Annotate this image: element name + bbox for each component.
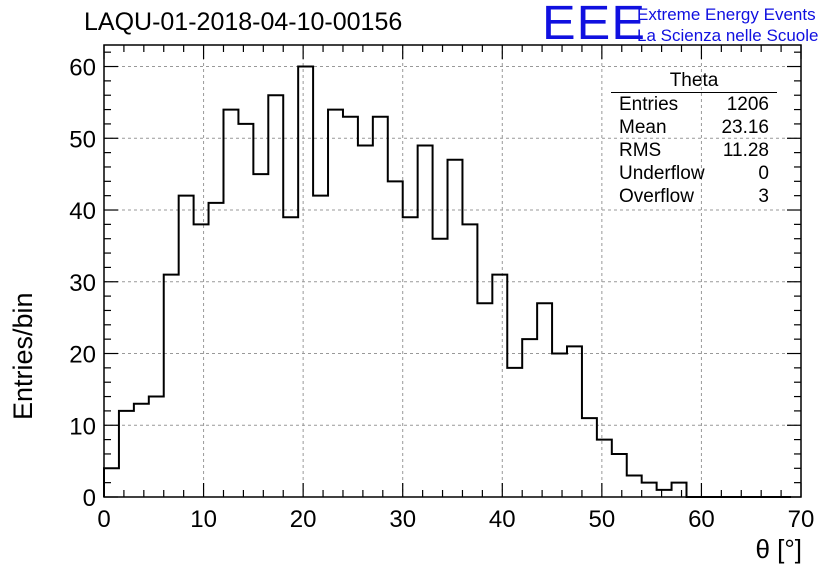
histogram-bin — [657, 490, 672, 497]
histogram-bin — [253, 174, 268, 497]
histogram-bin — [164, 275, 179, 497]
stats-label: Overflow — [619, 186, 694, 207]
x-tick-label: 40 — [489, 506, 516, 533]
stats-label: Underflow — [619, 163, 705, 184]
histogram-bin — [477, 303, 492, 497]
histogram-bin — [328, 110, 343, 497]
logo-line-1: Extreme Energy Events — [637, 5, 816, 24]
y-tick-label: 10 — [69, 413, 96, 440]
histogram-bin — [223, 110, 238, 497]
stats-value: 1206 — [726, 94, 769, 115]
histogram-bin — [492, 275, 507, 497]
histogram-bin — [298, 67, 313, 497]
histogram-bin — [642, 483, 657, 497]
histogram-bin — [149, 397, 164, 497]
y-tick-label: 30 — [69, 270, 96, 297]
histogram-bin — [283, 217, 298, 497]
y-tick-label: 20 — [69, 342, 96, 369]
histogram-bin — [403, 217, 418, 497]
histogram-bin — [343, 117, 358, 497]
x-tick-label: 10 — [190, 506, 217, 533]
stats-row-rms: RMS 11.28 — [611, 139, 777, 162]
x-tick-label: 70 — [788, 506, 815, 533]
histogram-bin — [627, 475, 642, 497]
y-tick-label: 0 — [83, 485, 96, 512]
stats-value: 0 — [758, 163, 769, 184]
histogram-bin — [597, 440, 612, 497]
histogram-bin — [552, 354, 567, 497]
histogram-bin — [373, 117, 388, 497]
x-axis-label: θ [°] — [755, 534, 802, 564]
histogram-bin — [209, 203, 224, 497]
histogram-bin — [134, 404, 149, 497]
stats-row-overflow: Overflow 3 — [611, 185, 777, 208]
histogram-bin — [418, 145, 433, 497]
chart-title: LAQU-01-2018-04-10-00156 — [84, 8, 403, 36]
histogram-bin — [462, 224, 477, 497]
histogram-bin — [567, 346, 582, 497]
histogram-bin — [522, 339, 537, 497]
x-tick-label: 60 — [688, 506, 715, 533]
histogram-bin — [537, 303, 552, 497]
stats-value: 23.16 — [721, 117, 769, 138]
stats-value: 3 — [758, 186, 769, 207]
stats-title: Theta — [611, 70, 777, 93]
histogram-bin — [179, 196, 194, 497]
stats-row-entries: Entries 1206 — [611, 93, 777, 116]
stats-label: Mean — [619, 117, 667, 138]
histogram-bin — [194, 224, 209, 497]
histogram-bin — [433, 239, 448, 497]
statistics-box: Theta Entries 1206 Mean 23.16 RMS 11.28 … — [611, 70, 777, 208]
histogram-bin — [268, 95, 283, 497]
x-tick-label: 20 — [290, 506, 317, 533]
stats-label: Entries — [619, 94, 679, 115]
eee-logo-mark: EEE — [542, 0, 646, 50]
stats-row-mean: Mean 23.16 — [611, 116, 777, 139]
histogram-bin — [612, 454, 627, 497]
histogram-bin — [388, 181, 403, 497]
histogram-bin — [358, 145, 373, 497]
histogram-bin — [672, 483, 687, 497]
stats-value: 11.28 — [722, 140, 769, 161]
eee-logo-text: Extreme Energy Events La Scienza nelle S… — [637, 4, 818, 46]
histogram-bin — [238, 124, 253, 497]
logo-line-2: La Scienza nelle Scuole — [637, 26, 819, 45]
histogram-bin — [313, 196, 328, 497]
y-tick-label: 50 — [69, 126, 96, 153]
histogram-bin — [582, 418, 597, 497]
histogram-bin — [119, 411, 134, 497]
y-axis-label: Entries/bin — [8, 292, 38, 420]
x-tick-label: 0 — [97, 506, 110, 533]
stats-label: RMS — [619, 140, 662, 161]
x-tick-label: 30 — [389, 506, 416, 533]
x-tick-label: 50 — [589, 506, 616, 533]
y-tick-label: 60 — [69, 55, 96, 82]
histogram-series — [103, 65, 792, 498]
histogram-bin — [448, 160, 463, 497]
y-tick-label: 40 — [69, 198, 96, 225]
stats-row-underflow: Underflow 0 — [611, 162, 777, 185]
histogram-bin — [507, 368, 522, 497]
plot-frame — [103, 44, 802, 498]
